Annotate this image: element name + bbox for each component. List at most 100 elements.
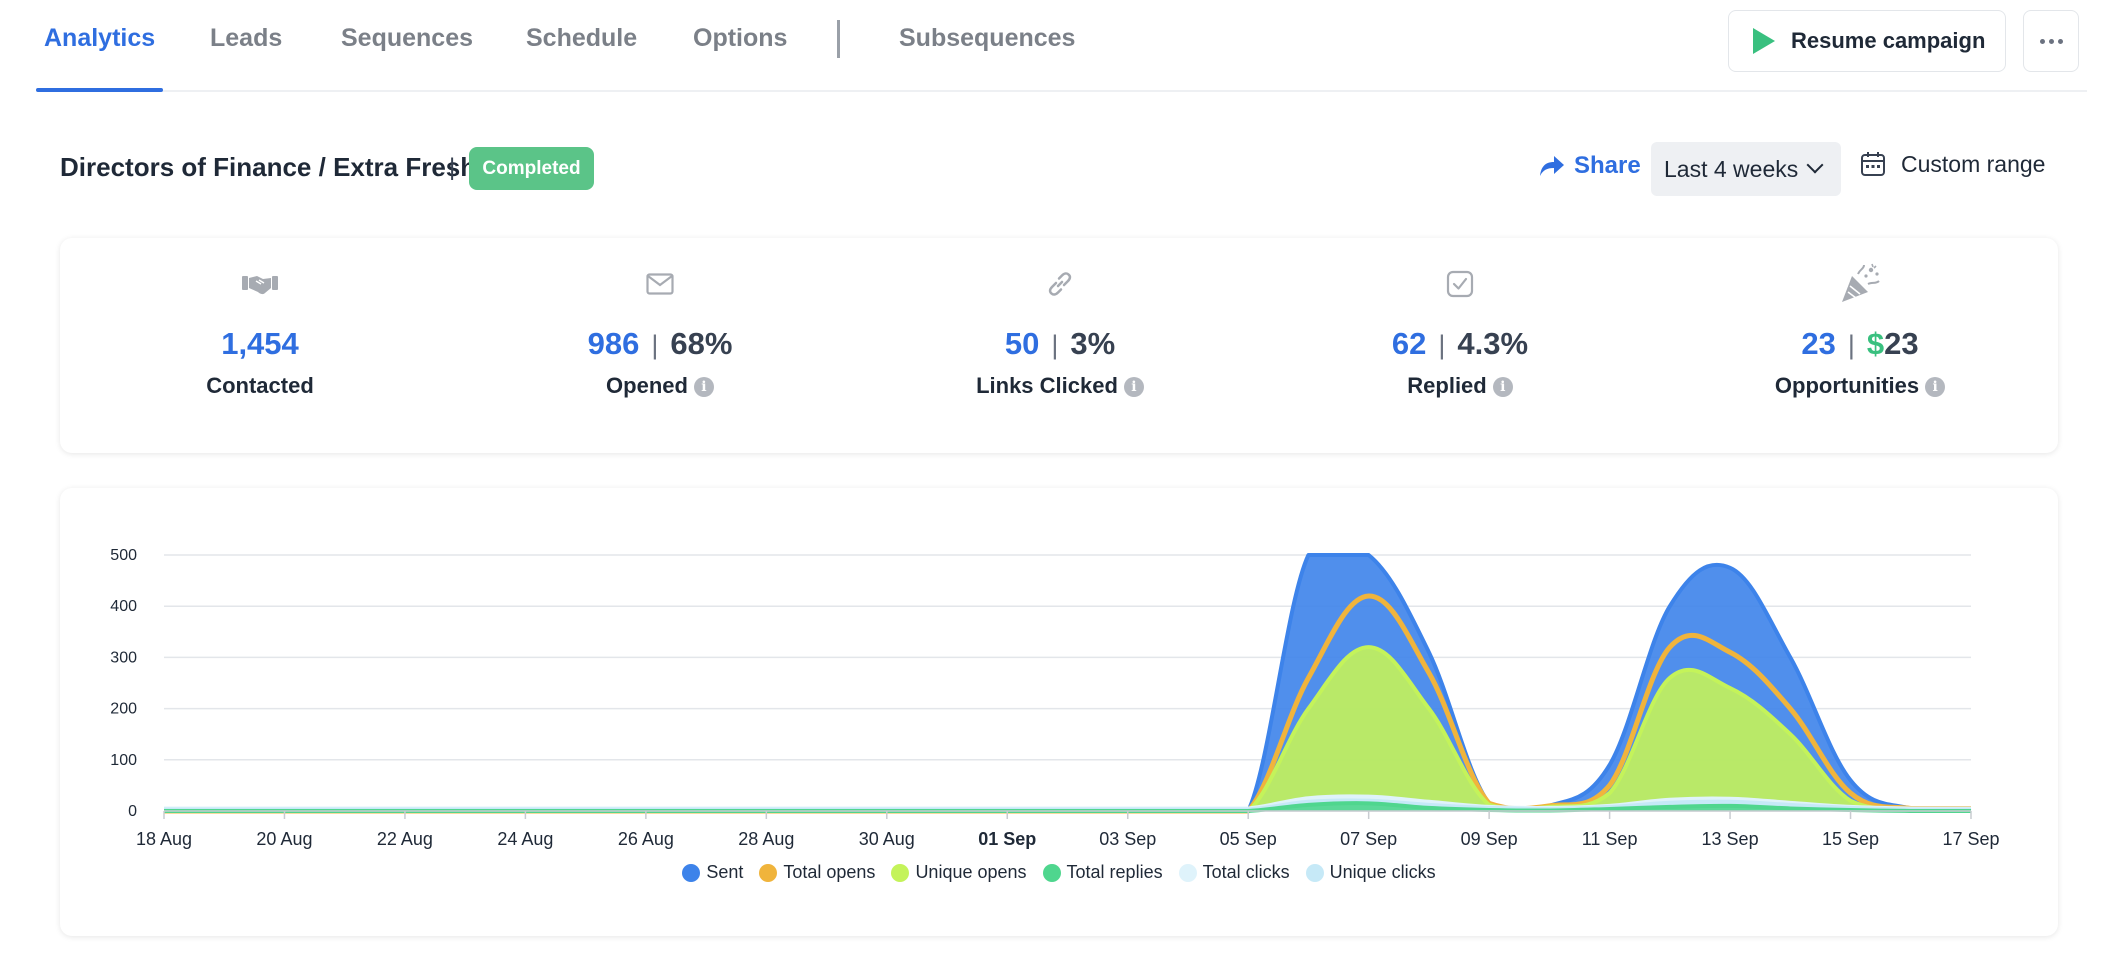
stat-opened: 986 | 68% Opened i bbox=[460, 238, 860, 453]
stats-card: 1,454 Contacted 986 | 68% Opened i 50 | 3% Li… bbox=[60, 238, 2058, 453]
y-tick-label: 400 bbox=[110, 598, 137, 615]
legend-swatch bbox=[891, 863, 910, 882]
opportunities-amount: 23 bbox=[1884, 326, 1919, 361]
share-icon bbox=[1540, 156, 1564, 176]
stat-replied: 62 | 4.3% Replied i bbox=[1260, 238, 1660, 453]
chevron-down-icon bbox=[1806, 156, 1824, 174]
stat-opportunities: 23 | $23 Opportunities i bbox=[1660, 238, 2060, 453]
analytics-chart-card: 0 100 200 300 400 500 18 Aug 20 Aug 22 Aug 24 Aug… bbox=[60, 488, 2058, 936]
legend-item-sent[interactable]: Sent bbox=[682, 862, 743, 883]
links-clicked-rate: 3% bbox=[1070, 326, 1116, 361]
campaign-title: Directors of Finance / Extra Fresh bbox=[60, 152, 477, 182]
check-square-icon bbox=[1446, 270, 1474, 298]
mail-icon bbox=[646, 273, 674, 295]
info-icon[interactable]: i bbox=[693, 377, 714, 397]
legend-item-total-replies[interactable]: Total replies bbox=[1042, 862, 1163, 883]
tab-analytics[interactable]: Analytics bbox=[35, 24, 164, 92]
x-tick-label: 09 Sep bbox=[1461, 829, 1518, 849]
links-clicked-label: Links Clicked bbox=[976, 373, 1118, 398]
y-tick-label: 300 bbox=[110, 649, 137, 666]
y-tick-label: 100 bbox=[110, 752, 137, 769]
date-range-value: Last 4 weeks bbox=[1664, 155, 1799, 182]
more-dot bbox=[2048, 38, 2054, 44]
x-tick-label: 30 Aug bbox=[859, 829, 915, 849]
legend-swatch bbox=[1042, 863, 1061, 882]
title-separator: | bbox=[449, 154, 456, 181]
resume-campaign-button[interactable]: Resume campaign bbox=[1728, 10, 2006, 72]
tab-options[interactable]: Options bbox=[693, 24, 788, 52]
more-dot bbox=[2057, 38, 2063, 44]
y-tick-label: 0 bbox=[128, 803, 137, 820]
series-area-unique-opens bbox=[164, 647, 1971, 811]
stat-contacted: 1,454 Contacted bbox=[60, 238, 460, 453]
x-tick-label: 22 Aug bbox=[377, 829, 433, 849]
share-label: Share bbox=[1574, 152, 1641, 179]
info-icon[interactable]: i bbox=[1123, 377, 1144, 397]
x-tick-label: 20 Aug bbox=[256, 829, 312, 849]
link-icon bbox=[1048, 272, 1072, 296]
stat-divider: | bbox=[1847, 330, 1855, 360]
stat-divider: | bbox=[1438, 330, 1446, 360]
legend-label: Total opens bbox=[783, 862, 876, 882]
x-tick-label: 26 Aug bbox=[618, 829, 674, 849]
legend-item-unique-opens[interactable]: Unique opens bbox=[891, 862, 1027, 883]
legend-item-unique-clicks[interactable]: Unique clicks bbox=[1305, 862, 1436, 883]
chart-legend: Sent Total opens Unique opens Total replies… bbox=[60, 862, 2058, 883]
more-horizontal-icon bbox=[2039, 38, 2045, 44]
legend-swatch bbox=[1305, 863, 1324, 882]
legend-item-total-opens[interactable]: Total opens bbox=[759, 862, 875, 883]
y-tick-label: 200 bbox=[110, 701, 137, 718]
replied-value: 62 bbox=[1391, 326, 1427, 361]
tab-sequences[interactable]: Sequences bbox=[341, 24, 474, 52]
legend-item-total-clicks[interactable]: Total clicks bbox=[1178, 862, 1290, 883]
stat-links-clicked: 50 | 3% Links Clicked i bbox=[860, 238, 1260, 453]
opened-label: Opened bbox=[606, 373, 688, 398]
party-popper-icon bbox=[1842, 263, 1880, 302]
date-range-select[interactable]: Last 4 weeks bbox=[1651, 142, 1841, 196]
series-unique-opens[interactable] bbox=[164, 645, 1971, 813]
share-button[interactable]: Share bbox=[1538, 152, 1641, 180]
legend-label: Total clicks bbox=[1202, 862, 1290, 882]
analytics-area-chart: 0 100 200 300 400 500 18 Aug 20 Aug 22 Aug 24 Aug… bbox=[110, 547, 1999, 849]
custom-range-button[interactable]: Custom range bbox=[1859, 150, 2045, 178]
legend-swatch bbox=[759, 863, 778, 882]
info-icon[interactable]: i bbox=[1925, 377, 1946, 397]
x-tick-label: 05 Sep bbox=[1220, 829, 1277, 849]
x-tick-label: 13 Sep bbox=[1702, 829, 1759, 849]
x-tick-label: 28 Aug bbox=[738, 829, 794, 849]
x-tick-label: 01 Sep bbox=[978, 829, 1036, 849]
contacted-value: 1,454 bbox=[221, 326, 299, 361]
calendar-icon bbox=[1861, 152, 1885, 176]
tab-subsequences[interactable]: Subsequences bbox=[899, 24, 1076, 52]
replied-rate: 4.3% bbox=[1457, 326, 1529, 361]
opportunities-label: Opportunities bbox=[1774, 373, 1920, 398]
tab-schedule[interactable]: Schedule bbox=[526, 24, 638, 52]
legend-label: Unique clicks bbox=[1329, 862, 1436, 882]
x-tick-label: 03 Sep bbox=[1099, 829, 1156, 849]
opened-rate: 68% bbox=[670, 326, 733, 361]
x-tick-label: 07 Sep bbox=[1340, 829, 1397, 849]
links-clicked-value: 50 bbox=[1004, 326, 1040, 361]
legend-label: Sent bbox=[706, 862, 744, 882]
tab-divider bbox=[837, 20, 840, 58]
more-options-button[interactable] bbox=[2023, 10, 2079, 72]
y-tick-label: 500 bbox=[110, 547, 137, 564]
x-tick-label: 18 Aug bbox=[136, 829, 192, 849]
info-icon[interactable]: i bbox=[1492, 377, 1513, 397]
opened-value: 986 bbox=[587, 326, 640, 361]
x-tick-label: 17 Sep bbox=[1942, 829, 1999, 849]
resume-campaign-label: Resume campaign bbox=[1791, 28, 1986, 53]
x-tick-label: 11 Sep bbox=[1582, 829, 1638, 849]
legend-swatch bbox=[682, 863, 701, 882]
play-icon bbox=[1753, 28, 1775, 54]
opportunities-value: 23 bbox=[1801, 326, 1836, 361]
replied-label: Replied bbox=[1407, 373, 1487, 398]
handshake-icon bbox=[242, 276, 278, 295]
stat-divider: | bbox=[1051, 330, 1059, 360]
custom-range-label: Custom range bbox=[1901, 150, 2046, 177]
x-tick-label: 24 Aug bbox=[497, 829, 553, 849]
status-badge: Completed bbox=[469, 147, 594, 190]
contacted-label: Contacted bbox=[206, 373, 314, 398]
legend-label: Unique opens bbox=[915, 862, 1027, 882]
tab-leads[interactable]: Leads bbox=[210, 24, 283, 52]
